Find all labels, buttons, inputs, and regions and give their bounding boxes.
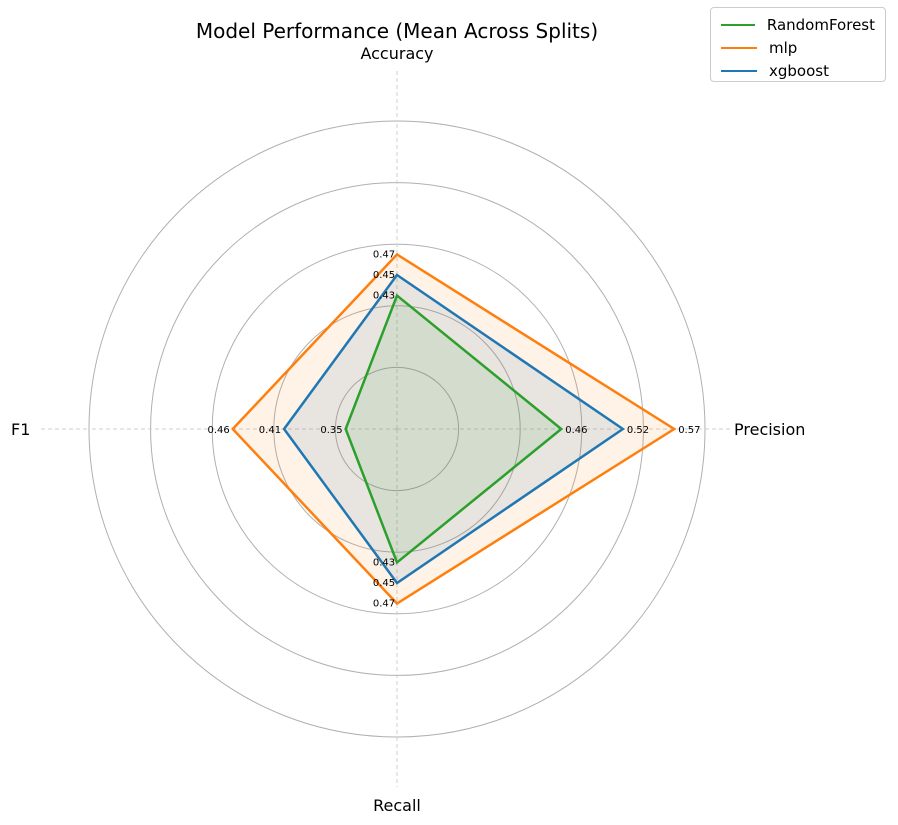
value-label-mlp: 0.47 (373, 249, 395, 260)
series-fill-randomforest (345, 295, 562, 563)
value-label-xgboost: 0.45 (373, 578, 395, 589)
legend-item-randomforest: RandomForest (721, 13, 875, 36)
series-fill-xgboost (284, 275, 623, 583)
value-label-xgboost: 0.52 (627, 425, 649, 436)
legend: RandomForest mlp xgboost (710, 7, 886, 82)
legend-label-xgboost: xgboost (769, 61, 829, 80)
value-label-randomforest: 0.43 (373, 557, 395, 568)
axis-label-f1: F1 (11, 420, 30, 439)
value-label-randomforest: 0.35 (320, 425, 342, 436)
series-fill-mlp (232, 254, 675, 604)
axis-label-recall: Recall (373, 796, 421, 815)
series-line-xgboost (282, 273, 626, 585)
value-label-randomforest: 0.46 (565, 425, 587, 436)
value-label-mlp: 0.46 (207, 425, 229, 436)
series-line-mlp (231, 252, 677, 606)
value-label-xgboost: 0.45 (373, 270, 395, 281)
axis-label-precision: Precision (734, 420, 805, 439)
legend-label-mlp: mlp (769, 38, 798, 57)
series-line-randomforest (344, 293, 564, 565)
value-label-mlp: 0.47 (373, 599, 395, 610)
value-label-xgboost: 0.41 (259, 425, 281, 436)
legend-item-mlp: mlp (721, 36, 875, 59)
chart-title: Model Performance (Mean Across Splits) (196, 19, 598, 43)
value-labels: 0.43 0.46 0.43 0.35 0.47 0.57 0.47 0.46 0.45 0.52… (207, 249, 700, 609)
grid-circle (273, 305, 521, 553)
radar-series (231, 252, 677, 606)
grid-circle (334, 366, 460, 492)
value-label-randomforest: 0.43 (373, 291, 395, 302)
axis-label-accuracy: Accuracy (360, 44, 433, 63)
legend-swatch-xgboost (721, 69, 757, 72)
legend-label-randomforest: RandomForest (766, 15, 875, 34)
legend-item-xgboost: xgboost (721, 59, 875, 82)
value-label-mlp: 0.57 (678, 425, 700, 436)
legend-swatch-randomforest (721, 23, 755, 26)
legend-swatch-mlp (721, 46, 757, 49)
axis-labels: Accuracy Precision Recall F1 (11, 44, 805, 815)
